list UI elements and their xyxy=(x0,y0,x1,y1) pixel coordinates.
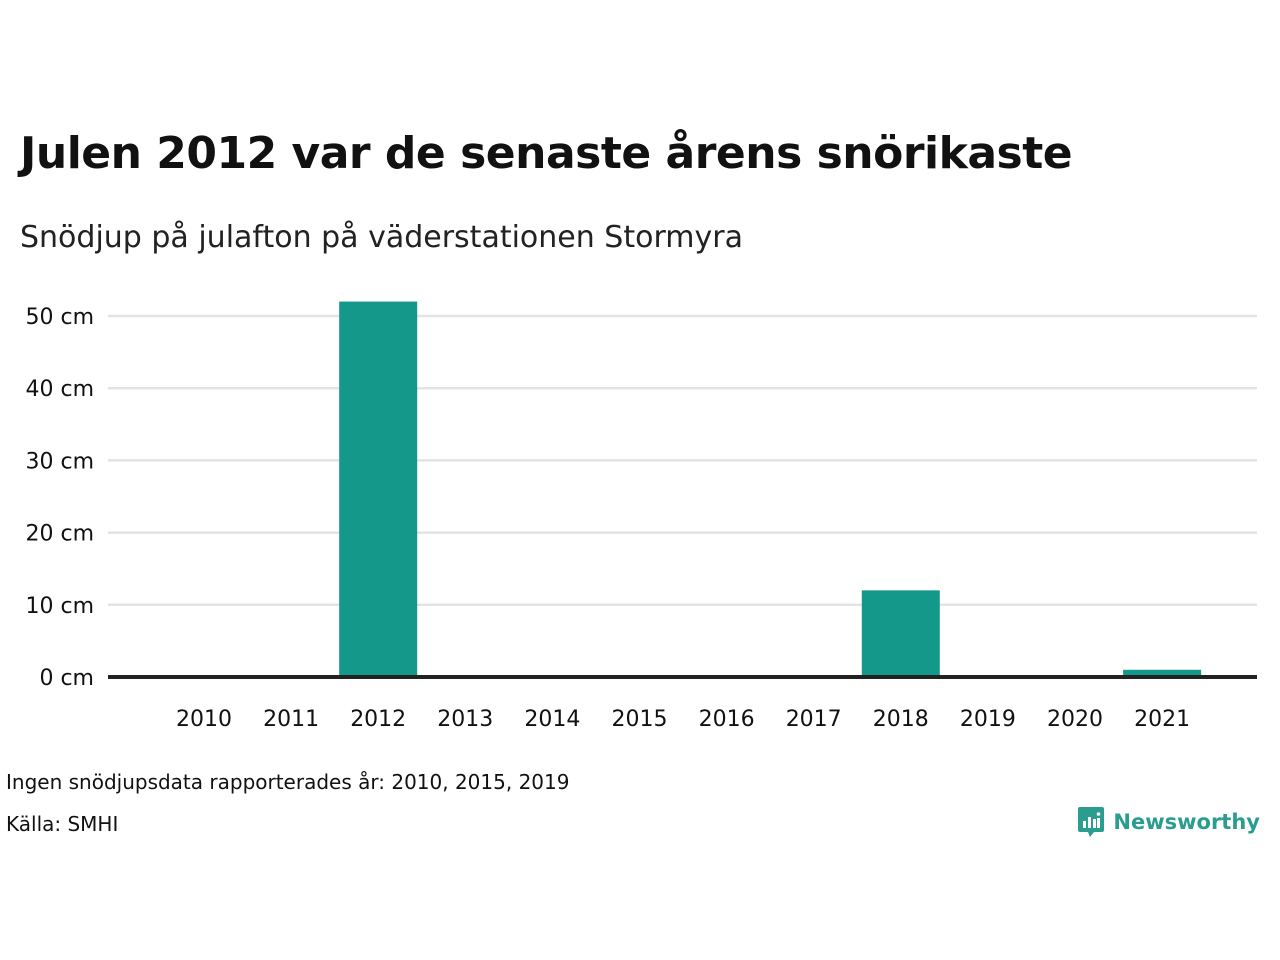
chart-subtitle: Snödjup på julafton på väderstationen St… xyxy=(20,220,743,255)
y-tick-label: 50 cm xyxy=(25,305,94,330)
missing-data-note: Ingen snödjupsdata rapporterades år: 201… xyxy=(6,770,570,794)
x-tick-label: 2013 xyxy=(437,707,493,732)
x-tick-label: 2021 xyxy=(1134,707,1190,732)
bar-2018 xyxy=(861,590,940,677)
x-tick-label: 2014 xyxy=(524,707,580,732)
y-tick-label: 20 cm xyxy=(25,522,94,547)
y-tick-label: 40 cm xyxy=(25,377,94,402)
x-axis-tick-labels: 2010 2011 2012 2013 2014 2015 2016 2017 2018 2019… xyxy=(176,707,1190,732)
x-tick-label: 2016 xyxy=(699,707,755,732)
newsworthy-logo: Newsworthy xyxy=(1077,806,1260,838)
grid-lines xyxy=(108,314,1257,607)
bar-2012 xyxy=(339,301,418,677)
x-tick-label: 2020 xyxy=(1047,707,1103,732)
x-tick-label: 2018 xyxy=(873,707,929,732)
logo-text: Newsworthy xyxy=(1113,810,1260,834)
y-tick-label: 30 cm xyxy=(25,449,94,474)
y-axis-tick-labels: 0 cm 10 cm 20 cm 30 cm 40 cm 50 cm xyxy=(25,305,94,691)
bars xyxy=(339,301,1202,677)
source-note: Källa: SMHI xyxy=(6,812,119,836)
y-tick-label: 0 cm xyxy=(39,666,94,691)
x-tick-label: 2012 xyxy=(350,707,406,732)
x-tick-label: 2010 xyxy=(176,707,232,732)
x-tick-label: 2017 xyxy=(786,707,842,732)
chart-title: Julen 2012 var de senaste årens snörikas… xyxy=(20,128,1073,179)
bar-2021 xyxy=(1123,669,1202,677)
x-tick-label: 2011 xyxy=(263,707,319,732)
bar-chart-speech-bubble-icon xyxy=(1078,807,1105,837)
y-tick-label: 10 cm xyxy=(25,594,94,619)
x-tick-label: 2019 xyxy=(960,707,1016,732)
x-tick-label: 2015 xyxy=(612,707,668,732)
